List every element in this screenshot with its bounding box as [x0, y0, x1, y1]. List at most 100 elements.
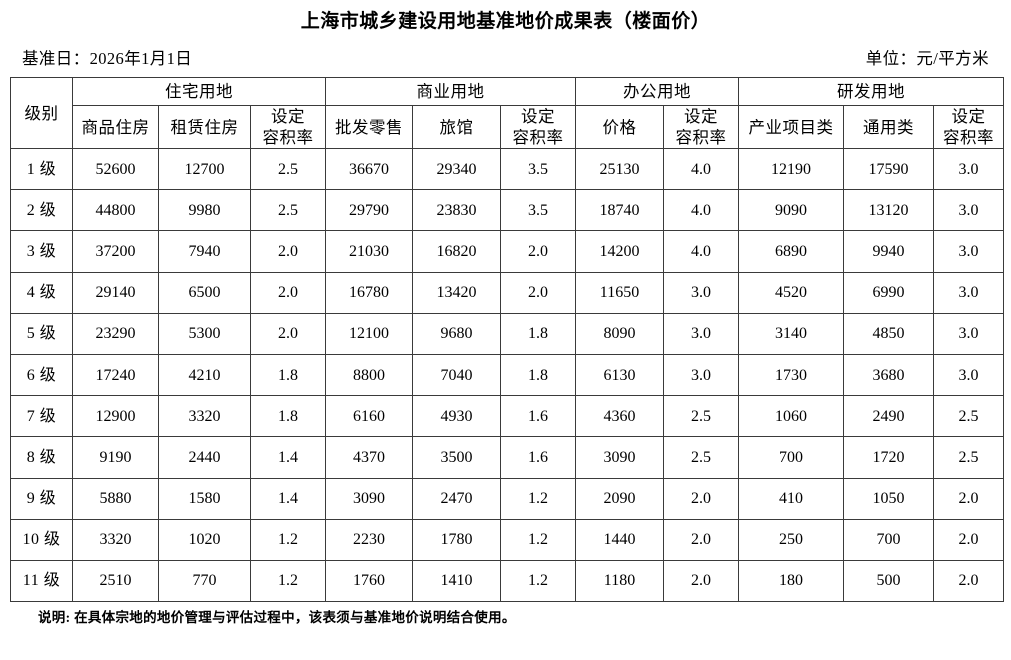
column-header-commodity-housing: 商品住房	[72, 105, 159, 149]
table-cell: 3.0	[933, 147, 1004, 191]
sub-header-line1: 设定	[684, 107, 718, 126]
table-cell: 4.0	[663, 230, 739, 273]
table-cell: 2.0	[663, 559, 739, 603]
sub-header-line2: 容积率	[262, 128, 314, 147]
table-cell: 2.5	[663, 395, 739, 438]
table-cell: 2510	[72, 559, 159, 603]
table-cell: 11650	[575, 271, 664, 314]
table-cell: 6890	[738, 230, 844, 273]
table-cell: 500	[843, 559, 934, 603]
table-cell: 1730	[738, 353, 844, 397]
table-cell: 16820	[412, 230, 501, 273]
table-cell: 3.0	[933, 312, 1004, 355]
level-cell: 11 级	[10, 559, 73, 603]
table-cell: 2.0	[250, 230, 326, 273]
table-cell: 2.0	[500, 271, 576, 314]
table-cell: 2440	[158, 436, 251, 479]
table-cell: 1.8	[500, 353, 576, 397]
table-cell: 16780	[325, 271, 413, 314]
table-row: 4 级 29140 6500 2.0 16780 13420 2.0 11650 3.0 4520…	[10, 271, 1004, 314]
table-cell: 1.2	[500, 559, 576, 603]
table-cell: 21030	[325, 230, 413, 273]
column-header-industrial-project: 产业项目类	[738, 105, 844, 149]
table-cell: 1760	[325, 559, 413, 603]
table-cell: 1.8	[250, 353, 326, 397]
table-cell: 2490	[843, 395, 934, 438]
table-cell: 1.2	[250, 559, 326, 603]
table-cell: 2.0	[933, 477, 1004, 520]
table-cell: 6990	[843, 271, 934, 314]
table-cell: 6500	[158, 271, 251, 314]
table-cell: 3.0	[933, 271, 1004, 314]
sub-header-line1: 商品住房	[81, 117, 150, 137]
column-header-office-price: 价格	[575, 105, 664, 149]
table-cell: 3.5	[500, 147, 576, 191]
table-cell: 29790	[325, 189, 413, 232]
unit-label: 单位：元/平方米	[865, 49, 989, 68]
table-cell: 1780	[412, 518, 501, 561]
table-cell: 3140	[738, 312, 844, 355]
table-cell: 4520	[738, 271, 844, 314]
level-cell: 5 级	[10, 312, 73, 355]
table-row: 10 级 3320 1020 1.2 2230 1780 1.2 1440 2.0 250 700 2…	[10, 518, 1004, 561]
sub-header-line1: 通用类	[863, 117, 914, 137]
sub-header-line1: 价格	[602, 117, 637, 137]
table-cell: 3090	[325, 477, 413, 520]
table-cell: 2.5	[933, 436, 1004, 479]
table-cell: 1.8	[250, 395, 326, 438]
sub-header-line1: 旅馆	[439, 117, 474, 137]
table-cell: 700	[843, 518, 934, 561]
table-cell: 2.0	[500, 230, 576, 273]
table-row: 6 级 17240 4210 1.8 8800 7040 1.8 6130 3.0 1730 368…	[10, 353, 1004, 397]
sub-header-line1: 设定	[271, 107, 305, 126]
table-cell: 2.0	[933, 518, 1004, 561]
table-cell: 250	[738, 518, 844, 561]
group-header-row: 级别 住宅用地 商业用地 办公用地 研发用地	[10, 77, 1004, 149]
table-cell: 1050	[843, 477, 934, 520]
table-row: 5 级 23290 5300 2.0 12100 9680 1.8 8090 3.0 3140 48…	[10, 312, 1004, 355]
table-cell: 1180	[575, 559, 664, 603]
table-cell: 12700	[158, 147, 251, 191]
table-cell: 2090	[575, 477, 664, 520]
table-cell: 37200	[72, 230, 159, 273]
table-cell: 770	[158, 559, 251, 603]
table-cell: 17590	[843, 147, 934, 191]
table-cell: 13120	[843, 189, 934, 232]
table-cell: 9940	[843, 230, 934, 273]
table-cell: 4360	[575, 395, 664, 438]
level-cell: 9 级	[10, 477, 73, 520]
table-row: 7 级 12900 3320 1.8 6160 4930 1.6 4360 2.5 1060 249…	[10, 395, 1004, 438]
table-cell: 12900	[72, 395, 159, 438]
table-row: 2 级 44800 9980 2.5 29790 23830 3.5 18740 4.0 9090…	[10, 189, 1004, 232]
table-cell: 4370	[325, 436, 413, 479]
table-cell: 3.0	[933, 189, 1004, 232]
column-header-hotel: 旅馆	[412, 105, 501, 149]
table-cell: 410	[738, 477, 844, 520]
table-cell: 8090	[575, 312, 664, 355]
table-cell: 1.4	[250, 477, 326, 520]
table-head: 级别 住宅用地 商业用地 办公用地 研发用地 商品住房 租赁住房 设定 容积率 …	[10, 77, 1004, 149]
table-cell: 2.0	[250, 312, 326, 355]
table-cell: 3.5	[500, 189, 576, 232]
table-row: 1 级 52600 12700 2.5 36670 29340 3.5 25130 4.0 121…	[10, 147, 1004, 191]
column-header-office-far: 设定 容积率	[663, 105, 739, 149]
level-cell: 10 级	[10, 518, 73, 561]
sub-header-line2: 容积率	[943, 128, 994, 147]
table-footnote: 说明: 在具体宗地的地价管理与评估过程中，该表须与基准地价说明结合使用。	[38, 610, 516, 626]
table-cell: 3320	[72, 518, 159, 561]
table-cell: 2.5	[663, 436, 739, 479]
table-cell: 3.0	[933, 230, 1004, 273]
table-cell: 1020	[158, 518, 251, 561]
table-cell: 4.0	[663, 189, 739, 232]
table-cell: 1.4	[250, 436, 326, 479]
group-header-residential: 住宅用地	[72, 77, 326, 106]
level-cell: 1 级	[10, 147, 73, 191]
table-cell: 180	[738, 559, 844, 603]
table-cell: 1580	[158, 477, 251, 520]
table-cell: 2.0	[663, 518, 739, 561]
table-cell: 1.2	[250, 518, 326, 561]
table-cell: 1.2	[500, 518, 576, 561]
table-cell: 25130	[575, 147, 664, 191]
base-date-label: 基准日：2026年1月1日	[22, 49, 193, 68]
